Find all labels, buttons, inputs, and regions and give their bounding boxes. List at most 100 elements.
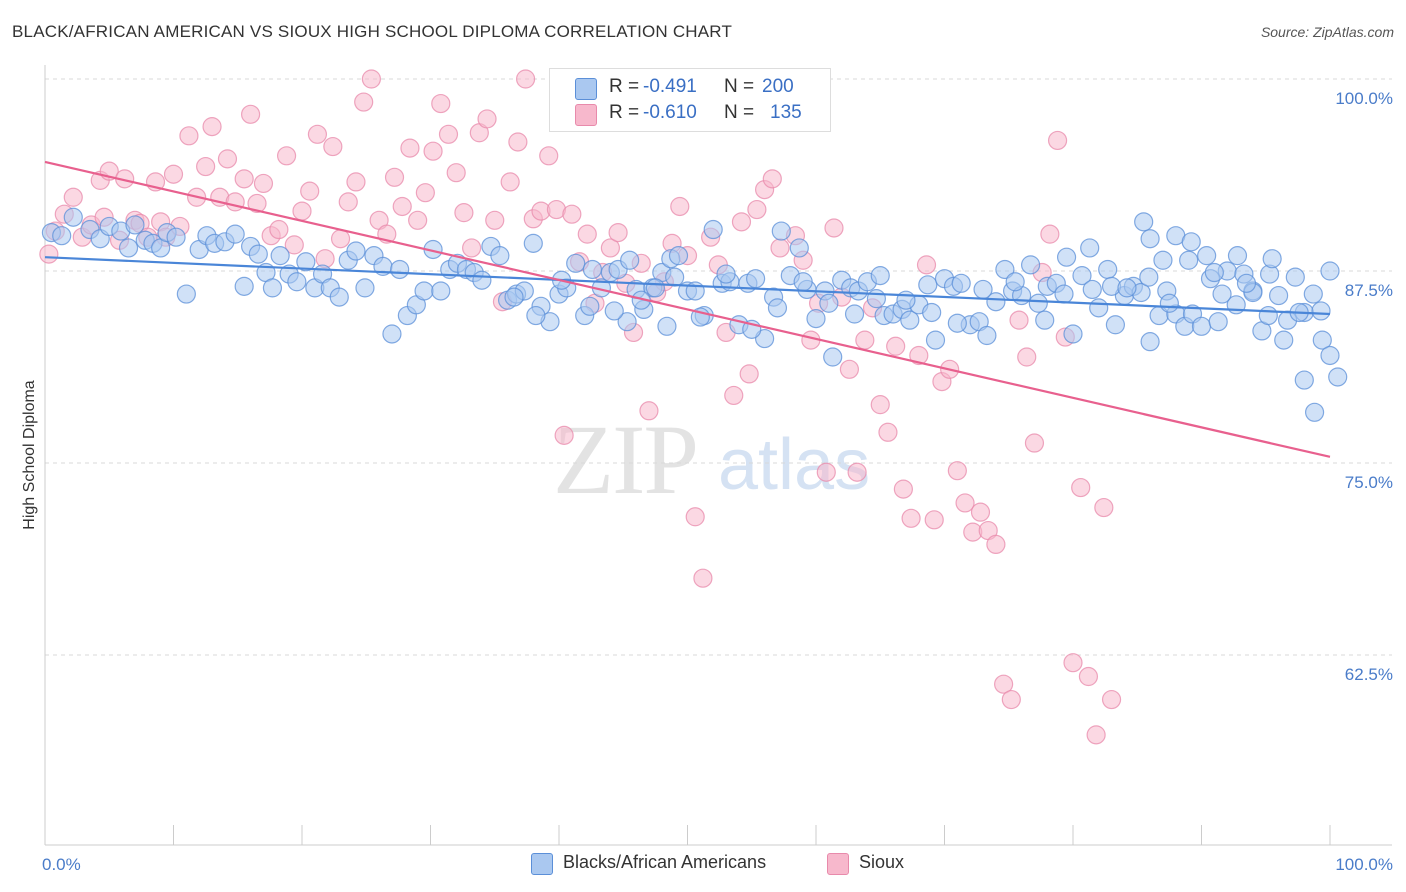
data-point — [307, 124, 328, 144]
data-point — [604, 301, 624, 321]
data-point — [63, 207, 83, 227]
data-point — [354, 92, 374, 112]
data-point — [600, 238, 621, 258]
data-point — [789, 238, 809, 258]
data-point — [196, 156, 216, 177]
data-point — [438, 124, 459, 144]
y-tick-label: 75.0% — [1345, 473, 1393, 492]
data-point — [973, 279, 993, 300]
data-point — [1204, 262, 1224, 283]
legend-swatch-blacks — [575, 78, 597, 100]
data-point — [866, 289, 886, 309]
legend-n-label: N = — [724, 76, 755, 97]
data-point — [951, 273, 971, 293]
data-point — [1009, 310, 1029, 330]
data-point — [909, 345, 929, 366]
data-point — [762, 169, 782, 189]
data-point — [1024, 433, 1045, 453]
data-point — [287, 272, 307, 292]
data-point — [771, 221, 791, 241]
data-point — [793, 272, 813, 292]
data-point — [52, 226, 72, 246]
data-point — [1159, 293, 1179, 313]
data-point — [1139, 267, 1159, 287]
legend-r-label: R = — [609, 102, 640, 123]
data-point — [355, 278, 375, 298]
data-point — [693, 568, 713, 588]
data-point — [816, 462, 836, 482]
data-point — [1212, 284, 1232, 304]
data-point — [241, 104, 261, 124]
trend-lines — [44, 160, 1331, 458]
data-point — [323, 136, 343, 157]
data-point — [247, 193, 267, 214]
data-point — [269, 219, 289, 240]
data-point — [361, 69, 381, 89]
grid-lines — [45, 78, 1392, 656]
data-point — [870, 266, 890, 286]
data-point — [1320, 261, 1340, 281]
axes — [44, 65, 1392, 846]
data-point — [392, 196, 412, 217]
data-point — [1294, 370, 1314, 390]
data-point — [1328, 367, 1348, 387]
data-point — [1179, 250, 1199, 270]
legend-n-label: N = — [724, 102, 755, 123]
data-point — [1258, 305, 1278, 326]
data-point — [994, 674, 1014, 694]
data-point — [617, 312, 637, 332]
data-point — [1028, 293, 1048, 313]
data-point — [234, 169, 254, 189]
data-point — [731, 212, 752, 232]
watermark-atlas: atlas — [718, 425, 871, 505]
trend-line-sioux — [44, 160, 1331, 458]
data-point — [922, 302, 942, 323]
data-point — [526, 305, 546, 326]
data-point — [893, 479, 913, 499]
data-point — [431, 93, 451, 114]
legend-row-sioux: R = -0.610 N = 135 — [550, 102, 830, 126]
legend-r-value: -0.491 — [643, 76, 697, 97]
data-point — [739, 364, 759, 384]
data-point — [703, 219, 723, 240]
data-point — [1312, 330, 1332, 350]
legend-n-value: 200 — [762, 76, 794, 97]
data-point — [1054, 284, 1074, 304]
data-point — [423, 141, 443, 161]
data-point — [582, 259, 603, 280]
data-point — [668, 246, 689, 266]
data-point — [384, 167, 405, 187]
x-tick-label: 100.0% — [1335, 855, 1393, 874]
data-point — [300, 181, 320, 201]
data-point — [916, 255, 937, 275]
data-point — [716, 264, 736, 284]
data-point — [947, 313, 967, 333]
legend-row-blacks: R = -0.491 N = 200 — [550, 76, 830, 100]
data-point — [431, 281, 451, 301]
data-point — [1320, 345, 1340, 366]
data-point — [645, 278, 665, 298]
watermark-zip: ZIP — [553, 404, 699, 515]
data-point — [955, 493, 975, 513]
data-point — [1311, 301, 1331, 321]
data-point — [824, 218, 844, 238]
data-point — [125, 215, 145, 235]
bottom-legend-label-sioux: Sioux — [859, 852, 905, 872]
data-point — [1072, 266, 1092, 286]
data-point — [1071, 477, 1091, 498]
data-point — [900, 310, 920, 330]
data-point — [986, 534, 1006, 555]
data-point — [1140, 229, 1160, 249]
data-point — [408, 210, 428, 230]
data-point — [839, 359, 860, 379]
legend-n-value: 135 — [770, 102, 802, 123]
data-point — [767, 298, 788, 318]
data-point — [276, 146, 297, 166]
data-point — [1082, 279, 1102, 300]
data-point — [665, 267, 685, 287]
data-point — [225, 224, 245, 244]
data-point — [253, 173, 274, 194]
data-point — [490, 246, 510, 266]
data-point — [1094, 497, 1114, 518]
